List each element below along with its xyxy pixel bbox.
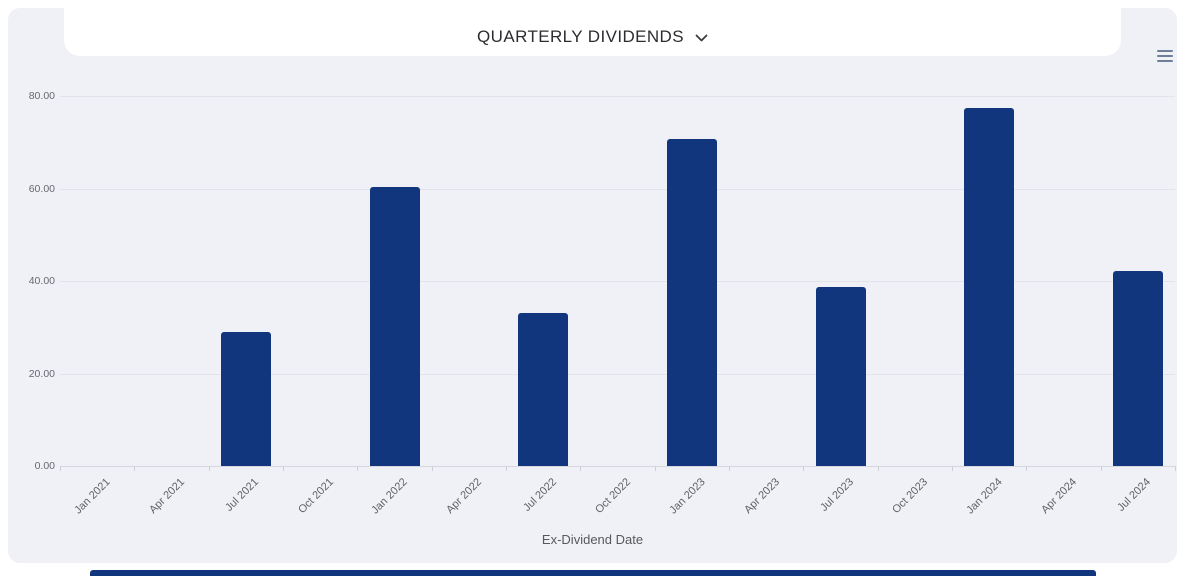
x-axis-tick: [952, 466, 953, 471]
x-axis-tick: [803, 466, 805, 471]
x-axis-tick-label: Jul 2021: [223, 476, 262, 514]
chart-header: QUARTERLY DIVIDENDS: [64, 0, 1121, 56]
x-axis-tick: [1175, 466, 1176, 471]
y-gridline: [60, 281, 1175, 282]
dividend-bar-jan-2022[interactable]: [369, 187, 420, 466]
x-axis-tick: [431, 466, 433, 471]
x-axis-tick-label: Jan 2021: [72, 476, 113, 517]
dividend-bar-jul-2022[interactable]: [518, 312, 569, 466]
x-axis-tick: [877, 466, 879, 471]
dividend-bar-jul-2023[interactable]: [815, 287, 866, 466]
x-axis-tick-label: Oct 2021: [295, 476, 336, 517]
x-axis-tick-label: Jan 2022: [369, 476, 410, 517]
x-axis-tick-label: Jul 2023: [818, 476, 856, 514]
y-gridline: [60, 96, 1175, 97]
y-gridline: [60, 466, 1175, 467]
x-axis-tick-label: Jan 2024: [964, 476, 1005, 517]
x-axis-tick: [506, 466, 507, 471]
dividend-bar-jan-2024[interactable]: [964, 108, 1015, 466]
x-axis-tick: [1100, 466, 1102, 471]
x-axis-tick-label: Oct 2022: [592, 476, 633, 517]
x-axis-tick: [654, 466, 656, 471]
dividend-bar-jul-2021[interactable]: [220, 331, 271, 466]
x-axis-tick: [729, 466, 730, 471]
x-axis-tick-label: Apr 2022: [444, 476, 485, 517]
x-axis-tick-label: Apr 2024: [1038, 476, 1079, 517]
chart-title: QUARTERLY DIVIDENDS: [477, 27, 684, 46]
bottom-scrollbar-thumb[interactable]: [90, 570, 1096, 576]
x-axis-tick: [1026, 466, 1028, 471]
x-axis-title: Ex-Dividend Date: [541, 532, 644, 547]
x-axis-tick: [134, 466, 136, 471]
x-axis-tick: [60, 466, 61, 471]
x-axis-tick-label: Jan 2023: [666, 476, 708, 517]
hamburger-menu-icon: [1157, 60, 1173, 62]
hamburger-menu-icon: [1157, 55, 1173, 57]
y-axis-tick-label: 20.00: [28, 367, 55, 380]
x-axis-tick: [283, 466, 284, 471]
hamburger-menu-icon: [1157, 50, 1173, 52]
y-axis-tick-label: 40.00: [28, 275, 55, 287]
x-axis-tick: [208, 466, 210, 471]
y-gridline: [60, 188, 1175, 190]
x-axis-tick: [357, 466, 359, 471]
chart-type-selector[interactable]: QUARTERLY DIVIDENDS: [477, 27, 708, 47]
x-axis-tick-label: Apr 2021: [146, 476, 187, 517]
x-axis-tick-label: Apr 2023: [741, 476, 782, 517]
chart-context-menu-button[interactable]: [1155, 49, 1175, 65]
dividend-bar-jul-2024[interactable]: [1112, 270, 1163, 466]
y-axis-tick-label: 0.00: [34, 460, 55, 472]
x-axis-tick: [580, 466, 582, 471]
chevron-down-icon: [695, 34, 708, 43]
y-axis-tick-label: 60.00: [28, 182, 55, 195]
y-gridline: [60, 373, 1175, 375]
x-axis-tick-label: Jul 2024: [1115, 476, 1154, 514]
dividend-bar-jan-2023[interactable]: [666, 138, 717, 466]
x-axis-tick-label: Oct 2023: [890, 476, 931, 517]
x-axis-tick-label: Jul 2022: [520, 476, 559, 514]
y-axis-tick-label: 80.00: [28, 90, 55, 102]
